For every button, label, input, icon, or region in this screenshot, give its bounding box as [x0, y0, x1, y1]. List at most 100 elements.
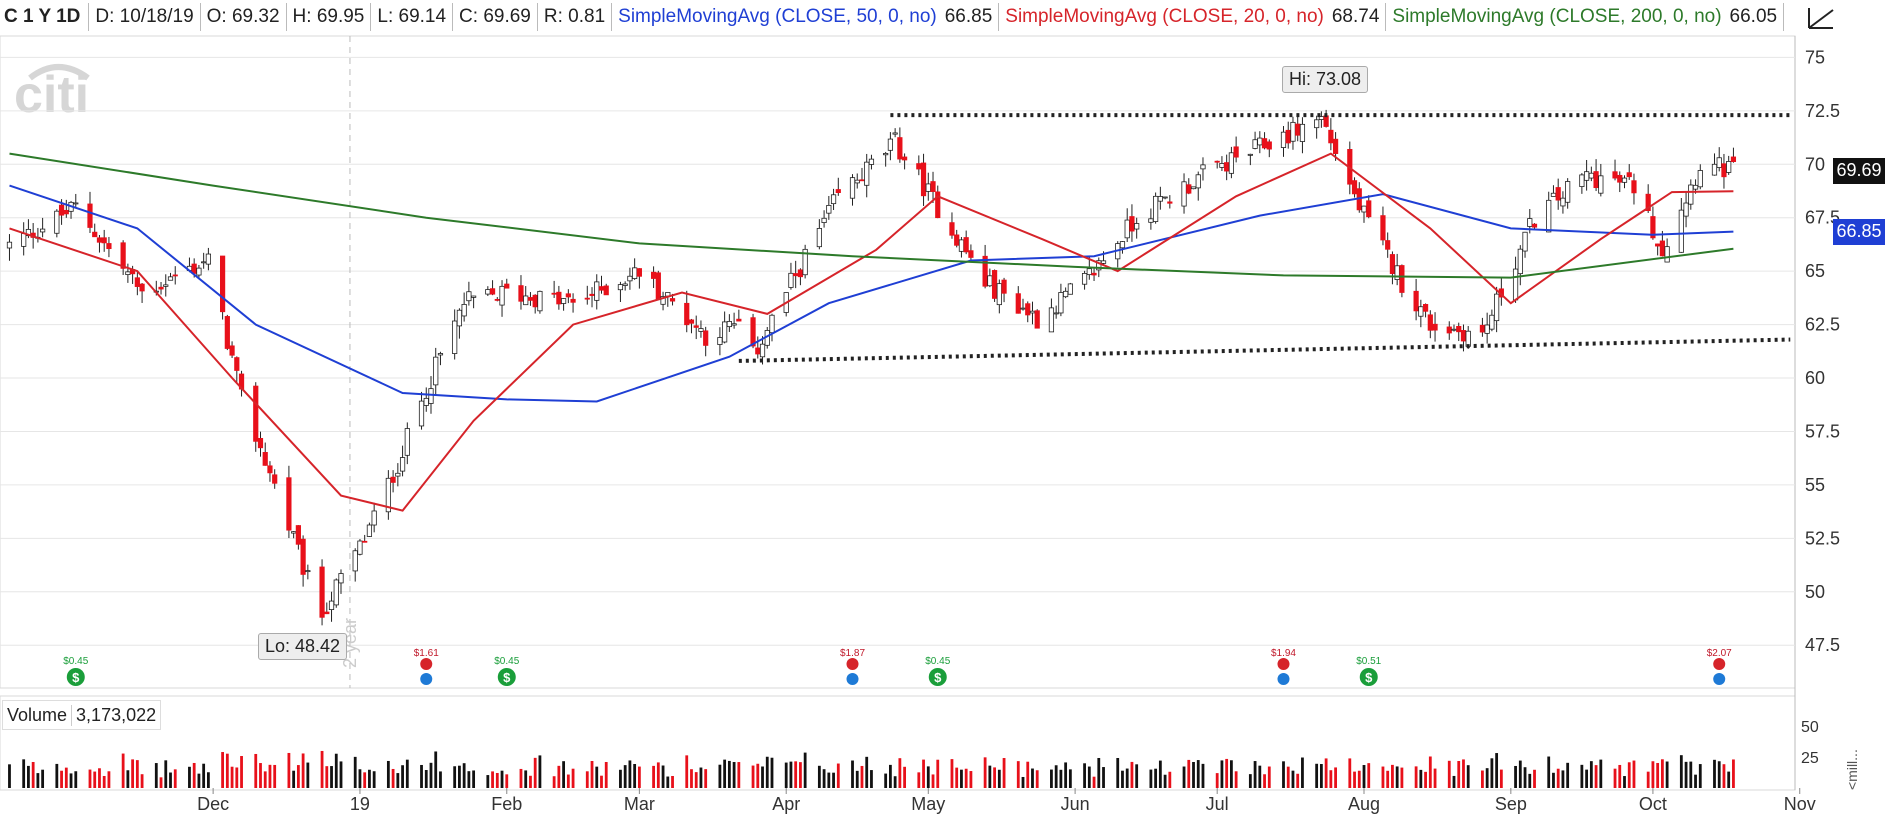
study-sma50-value: 66.85	[944, 6, 993, 27]
candle	[996, 283, 1002, 306]
volume-bar	[1225, 758, 1229, 788]
separator	[199, 3, 201, 31]
volume-bar	[1656, 762, 1660, 788]
candle	[963, 237, 969, 253]
study-sma20-value: 68.74	[1331, 6, 1380, 27]
study-sma20[interactable]: SimpleMovingAvg (CLOSE, 20, 0, no) 68.74	[999, 6, 1385, 28]
price-tick-label: 57.5	[1805, 421, 1840, 441]
candle	[1631, 180, 1637, 194]
volume-bar	[287, 752, 291, 788]
high-value: H: 69.95	[292, 6, 365, 27]
info-icon	[1277, 673, 1290, 685]
candle	[523, 295, 529, 306]
dividend-amount: $0.45	[925, 656, 950, 667]
price-tick-label: 67.5	[1805, 208, 1840, 228]
candle	[603, 285, 609, 296]
candle	[201, 261, 207, 264]
candle	[1517, 248, 1523, 275]
volume-bar	[491, 771, 494, 788]
candle	[1465, 330, 1471, 347]
volume-label: Volume	[7, 704, 68, 725]
volume-bar	[420, 764, 423, 788]
candle	[793, 273, 799, 277]
volume-bar	[1447, 760, 1451, 788]
volume-bar	[1717, 761, 1721, 788]
volume-bar	[1002, 758, 1006, 788]
candle	[1645, 193, 1651, 211]
candle	[1565, 181, 1571, 203]
candle	[305, 570, 311, 573]
volume-bar	[1097, 757, 1101, 788]
candle	[262, 452, 268, 466]
volume-bar	[855, 770, 859, 788]
candle	[684, 302, 690, 326]
volume-bar	[1059, 769, 1063, 788]
volume-tick-label: 50	[1801, 719, 1819, 736]
volume-bar	[8, 764, 11, 788]
candle	[1247, 153, 1253, 156]
candle	[1650, 216, 1656, 239]
candle	[849, 177, 856, 199]
volume-bar	[1585, 769, 1589, 788]
info-icon	[1713, 673, 1726, 685]
symbol-label[interactable]: C 1 Y 1D	[4, 6, 81, 27]
volume-bar	[1589, 761, 1593, 788]
candle	[1588, 172, 1594, 179]
candle	[565, 293, 571, 298]
volume-bar	[1121, 770, 1124, 788]
volume-bar	[1158, 760, 1162, 788]
volume-bar	[619, 769, 622, 788]
candle	[1550, 192, 1557, 197]
earnings-amount: $1.94	[1271, 648, 1296, 659]
candle	[1711, 163, 1718, 176]
earnings-icon	[846, 658, 859, 670]
dividend-amount: $0.45	[63, 656, 88, 667]
candle	[1366, 200, 1372, 218]
candle	[1418, 306, 1424, 317]
volume-bar	[1064, 762, 1068, 788]
volume-bar	[1732, 759, 1735, 788]
volume-bar	[997, 769, 1001, 788]
candle	[1195, 174, 1201, 189]
study-sma200[interactable]: SimpleMovingAvg (CLOSE, 200, 0, no) 66.05	[1386, 6, 1783, 28]
price-tick-label: 65	[1805, 261, 1825, 281]
candle	[229, 345, 235, 356]
volume-bar	[292, 770, 296, 788]
earnings-icon	[1713, 658, 1726, 670]
candle	[1186, 184, 1192, 194]
candle	[196, 267, 202, 276]
volume-bar	[585, 771, 589, 788]
study-sma50[interactable]: SimpleMovingAvg (CLOSE, 50, 0, no) 66.85	[612, 6, 998, 28]
candle	[1119, 241, 1126, 249]
candle	[669, 298, 676, 302]
volume-bar	[1220, 760, 1224, 788]
candle	[224, 316, 230, 349]
candle	[897, 137, 903, 160]
candle	[319, 566, 325, 618]
candle	[92, 231, 98, 238]
drawing-tool-button[interactable]	[1805, 4, 1837, 32]
dotted-trendline	[738, 337, 1791, 363]
candle	[769, 314, 775, 334]
volume-bar	[396, 773, 400, 788]
candle	[1162, 196, 1168, 199]
candle	[423, 397, 429, 406]
volume-bar	[1580, 764, 1584, 788]
candle	[390, 476, 396, 483]
candle	[362, 540, 368, 543]
candle	[54, 210, 60, 234]
volume-bar	[131, 759, 135, 788]
volume-value: 3,173,022	[71, 704, 160, 726]
volume-bar	[1381, 766, 1385, 788]
volume-bar	[1665, 761, 1669, 788]
sma50-price-badge: 66.85	[1833, 218, 1885, 245]
volume-bar	[159, 777, 163, 788]
volume-bar	[259, 763, 262, 788]
candle	[96, 237, 103, 243]
volume-bar	[1348, 758, 1352, 788]
candle	[902, 156, 908, 161]
candle	[1148, 218, 1154, 223]
candle	[949, 222, 955, 236]
candle	[286, 477, 292, 531]
